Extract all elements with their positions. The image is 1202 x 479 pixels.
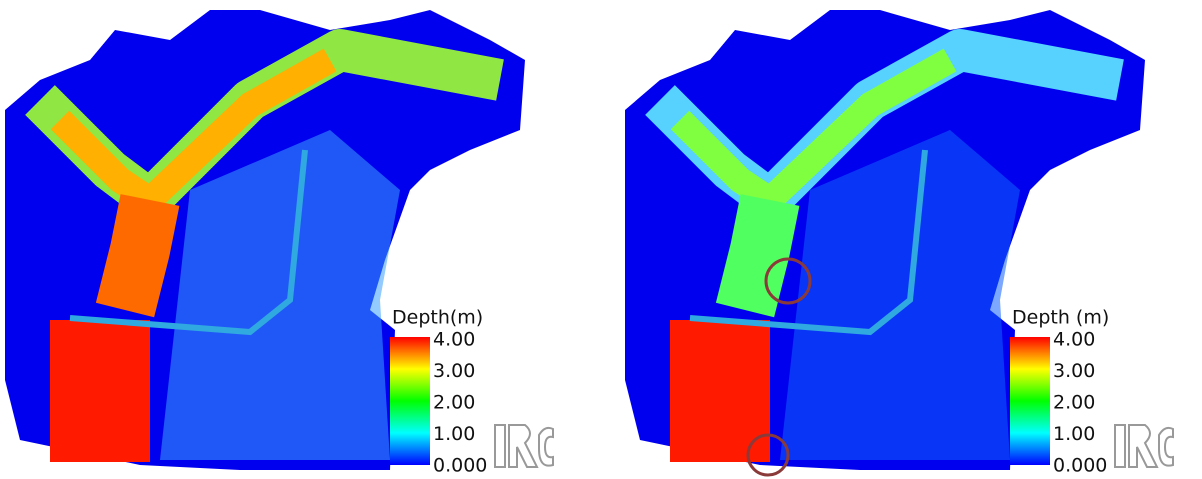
logo-c: [539, 428, 553, 466]
map-panel: Depth (m)4.00 3.00 2.00 1.00 0.000: [625, 10, 1173, 477]
legend-tick-label: 2.00: [433, 392, 475, 414]
logo-i: [495, 425, 505, 467]
legend-tick-label: 2.00: [1053, 392, 1095, 414]
legend-tick-label: 0.000: [433, 455, 487, 477]
colorbar: [1010, 337, 1050, 465]
map-panel: Depth(m)4.00 3.00 2.00 1.00 0.000: [5, 10, 553, 477]
legend-tick-label: 3.00: [433, 360, 475, 382]
logo-r: [509, 425, 537, 467]
reservoir: [50, 320, 150, 462]
logo: [495, 425, 553, 467]
figure: Depth(m)4.003.002.001.000.000Depth (m)4.…: [0, 0, 1202, 479]
channel: [745, 200, 770, 310]
logo-c: [1159, 428, 1173, 466]
legend-tick-label: 1.00: [1053, 423, 1095, 445]
legend-title: Depth (m): [1012, 307, 1109, 329]
legend-tick-label: 0.000: [1053, 455, 1107, 477]
legend-title: Depth(m): [392, 307, 483, 329]
logo-i: [1115, 425, 1125, 467]
channel: [125, 200, 150, 310]
colorbar: [390, 337, 430, 465]
logo: [1115, 425, 1173, 467]
legend-tick-label: 1.00: [433, 423, 475, 445]
logo-r: [1129, 425, 1157, 467]
legend-tick-label: 3.00: [1053, 360, 1095, 382]
legend-tick-label: 4.00: [433, 329, 475, 351]
legend-tick-label: 4.00: [1053, 329, 1095, 351]
